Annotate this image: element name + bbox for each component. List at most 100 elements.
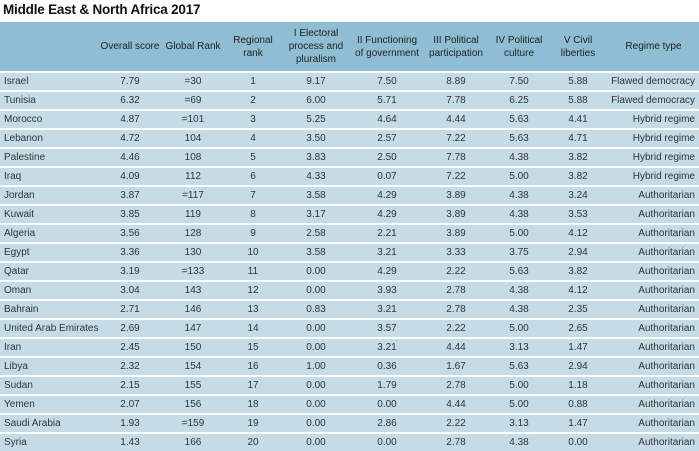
cell-regional-rank: 11 (226, 261, 280, 281)
cell-civil-liberties: 4.12 (548, 280, 608, 300)
cell-electoral-process: 3.83 (280, 147, 352, 167)
cell-country: Palestine (0, 147, 100, 167)
cell-political-participation: 2.22 (422, 318, 490, 338)
cell-political-participation: 2.78 (422, 375, 490, 395)
header-political-culture: IV Political culture (490, 21, 548, 72)
cell-political-culture: 5.63 (490, 128, 548, 148)
cell-civil-liberties: 1.47 (548, 413, 608, 433)
cell-civil-liberties: 3.82 (548, 166, 608, 186)
cell-political-culture: 3.75 (490, 242, 548, 262)
cell-political-participation: 3.89 (422, 185, 490, 205)
cell-functioning-government: 0.00 (352, 394, 422, 414)
table-row: Iran 2.45 150 15 0.00 3.21 4.44 3.13 1.47 Authori… (0, 337, 699, 357)
table-row: Jordan 3.87 =117 7 3.58 4.29 3.89 4.38 3.24 Autho… (0, 185, 699, 205)
cell-political-culture: 5.00 (490, 318, 548, 338)
cell-functioning-government: 0.00 (352, 432, 422, 451)
cell-political-culture: 5.63 (490, 261, 548, 281)
cell-civil-liberties: 1.18 (548, 375, 608, 395)
cell-political-participation: 8.89 (422, 71, 490, 91)
cell-political-participation: 7.78 (422, 90, 490, 110)
cell-political-participation: 1.67 (422, 356, 490, 376)
table-row: Egypt 3.36 130 10 3.58 3.21 3.33 3.75 2.94 Author… (0, 242, 699, 262)
header-country (0, 21, 100, 72)
cell-political-culture: 4.38 (490, 185, 548, 205)
cell-electoral-process: 0.00 (280, 375, 352, 395)
cell-electoral-process: 3.50 (280, 128, 352, 148)
cell-regime-type: Authoritarian (608, 432, 699, 451)
cell-regional-rank: 1 (226, 71, 280, 91)
cell-regional-rank: 16 (226, 356, 280, 376)
cell-regional-rank: 18 (226, 394, 280, 414)
cell-civil-liberties: 0.00 (548, 432, 608, 451)
cell-overall-score: 2.71 (100, 299, 160, 319)
header-functioning-government: II Functioning of government (352, 21, 422, 72)
cell-regime-type: Authoritarian (608, 318, 699, 338)
cell-civil-liberties: 3.24 (548, 185, 608, 205)
cell-regional-rank: 3 (226, 109, 280, 129)
cell-global-rank: =30 (160, 71, 226, 91)
cell-civil-liberties: 1.47 (548, 337, 608, 357)
cell-regime-type: Authoritarian (608, 204, 699, 224)
cell-functioning-government: 3.93 (352, 280, 422, 300)
cell-civil-liberties: 4.71 (548, 128, 608, 148)
header-global-rank: Global Rank (160, 21, 226, 72)
cell-overall-score: 2.32 (100, 356, 160, 376)
cell-regime-type: Authoritarian (608, 280, 699, 300)
cell-civil-liberties: 5.88 (548, 71, 608, 91)
cell-functioning-government: 4.29 (352, 204, 422, 224)
cell-civil-liberties: 2.35 (548, 299, 608, 319)
cell-electoral-process: 1.00 (280, 356, 352, 376)
cell-political-culture: 4.38 (490, 432, 548, 451)
cell-country: Oman (0, 280, 100, 300)
cell-political-participation: 2.22 (422, 261, 490, 281)
cell-global-rank: 104 (160, 128, 226, 148)
cell-political-culture: 5.00 (490, 166, 548, 186)
cell-global-rank: 147 (160, 318, 226, 338)
table-row: United Arab Emirates 2.69 147 14 0.00 3.57 2.2… (0, 318, 699, 338)
cell-country: Kuwait (0, 204, 100, 224)
table-row: Morocco 4.87 =101 3 5.25 4.64 4.44 5.63 4.41 Hybr… (0, 109, 699, 129)
cell-electoral-process: 0.00 (280, 413, 352, 433)
cell-political-culture: 3.13 (490, 413, 548, 433)
cell-electoral-process: 3.17 (280, 204, 352, 224)
cell-overall-score: 4.72 (100, 128, 160, 148)
header-electoral-process: I Electoral process and pluralism (280, 21, 352, 72)
cell-overall-score: 3.04 (100, 280, 160, 300)
cell-overall-score: 4.09 (100, 166, 160, 186)
cell-regional-rank: 20 (226, 432, 280, 451)
cell-political-participation: 3.89 (422, 223, 490, 243)
cell-political-participation: 4.44 (422, 109, 490, 129)
cell-regional-rank: 19 (226, 413, 280, 433)
cell-electoral-process: 4.33 (280, 166, 352, 186)
cell-global-rank: 154 (160, 356, 226, 376)
cell-overall-score: 2.69 (100, 318, 160, 338)
cell-overall-score: 2.45 (100, 337, 160, 357)
cell-country: United Arab Emirates (0, 318, 100, 338)
table-row: Israel 7.79 =30 1 9.17 7.50 8.89 7.50 5.88 Flawed… (0, 71, 699, 91)
cell-functioning-government: 0.36 (352, 356, 422, 376)
cell-country: Libya (0, 356, 100, 376)
cell-civil-liberties: 3.82 (548, 261, 608, 281)
cell-functioning-government: 1.79 (352, 375, 422, 395)
cell-regional-rank: 9 (226, 223, 280, 243)
cell-political-participation: 3.89 (422, 204, 490, 224)
democracy-index-table: Overall score Global Rank Regional rank … (0, 20, 699, 451)
cell-functioning-government: 4.29 (352, 185, 422, 205)
cell-electoral-process: 0.83 (280, 299, 352, 319)
table-row: Tunisia 6.32 =69 2 6.00 5.71 7.78 6.25 5.88 Flawe… (0, 90, 699, 110)
cell-country: Iran (0, 337, 100, 357)
cell-political-participation: 2.78 (422, 432, 490, 451)
table-title: Middle East & North Africa 2017 (3, 2, 201, 17)
cell-regional-rank: 17 (226, 375, 280, 395)
cell-political-culture: 7.50 (490, 71, 548, 91)
cell-global-rank: 146 (160, 299, 226, 319)
cell-global-rank: =159 (160, 413, 226, 433)
cell-political-participation: 2.78 (422, 280, 490, 300)
cell-regional-rank: 12 (226, 280, 280, 300)
cell-global-rank: 143 (160, 280, 226, 300)
cell-country: Morocco (0, 109, 100, 129)
cell-civil-liberties: 4.12 (548, 223, 608, 243)
cell-political-culture: 4.38 (490, 280, 548, 300)
table-row: Lebanon 4.72 104 4 3.50 2.57 7.22 5.63 4.71 Hybri… (0, 128, 699, 148)
cell-electoral-process: 3.58 (280, 242, 352, 262)
